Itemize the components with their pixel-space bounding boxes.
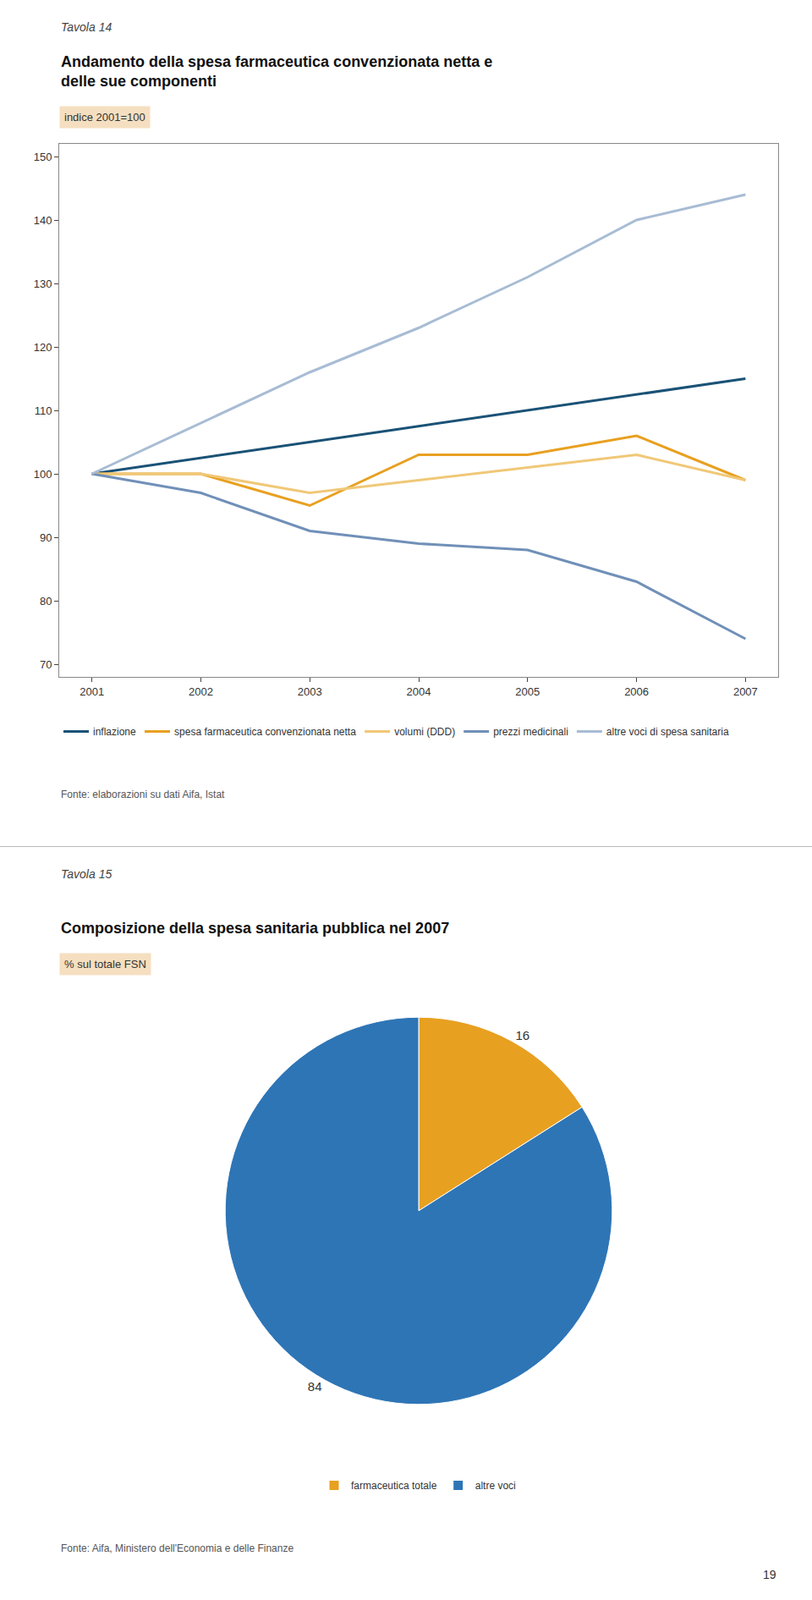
- svg-text:2003: 2003: [297, 685, 323, 698]
- svg-text:2002: 2002: [188, 685, 214, 698]
- svg-text:% sul totale FSN: % sul totale FSN: [64, 957, 147, 971]
- svg-text:Fonte: elaborazioni su dati Ai: Fonte: elaborazioni su dati Aifa, Istat: [60, 788, 225, 801]
- svg-text:farmaceutica totale: farmaceutica totale: [351, 1479, 438, 1492]
- svg-text:Fonte: Aifa, Ministero dell'Ec: Fonte: Aifa, Ministero dell'Economia e d…: [60, 1541, 294, 1554]
- svg-text:2007: 2007: [733, 685, 758, 698]
- svg-text:prezzi medicinali: prezzi medicinali: [493, 725, 569, 738]
- svg-text:altre voci di spesa sanitaria: altre voci di spesa sanitaria: [606, 725, 730, 738]
- svg-text:spesa farmaceutica convenziona: spesa farmaceutica convenzionata netta: [174, 725, 357, 738]
- svg-text:Tavola 14: Tavola 14: [60, 20, 112, 34]
- svg-text:80: 80: [39, 594, 52, 608]
- svg-text:16: 16: [515, 1027, 530, 1043]
- svg-text:indice 2001=100: indice 2001=100: [64, 110, 146, 124]
- svg-text:Tavola 15: Tavola 15: [60, 866, 112, 881]
- svg-text:140: 140: [33, 213, 53, 227]
- svg-text:Composizione della spesa sanit: Composizione della spesa sanitaria pubbl…: [60, 919, 450, 937]
- svg-text:2005: 2005: [515, 685, 540, 698]
- svg-text:inflazione: inflazione: [93, 725, 137, 738]
- svg-text:altre voci: altre voci: [475, 1479, 516, 1492]
- svg-text:90: 90: [39, 531, 52, 544]
- svg-text:70: 70: [39, 658, 52, 671]
- svg-text:Andamento della spesa farmaceu: Andamento della spesa farmaceutica conve…: [60, 53, 493, 90]
- svg-text:150: 150: [33, 150, 53, 164]
- svg-text:19: 19: [762, 1567, 777, 1581]
- svg-text:2006: 2006: [624, 685, 649, 698]
- svg-text:120: 120: [33, 340, 53, 354]
- svg-text:100: 100: [33, 467, 53, 481]
- svg-text:84: 84: [307, 1378, 323, 1394]
- svg-text:volumi (DDD): volumi (DDD): [394, 725, 456, 738]
- svg-text:2004: 2004: [406, 685, 432, 698]
- svg-text:130: 130: [33, 277, 53, 291]
- svg-text:2001: 2001: [79, 685, 105, 698]
- svg-text:110: 110: [34, 404, 53, 417]
